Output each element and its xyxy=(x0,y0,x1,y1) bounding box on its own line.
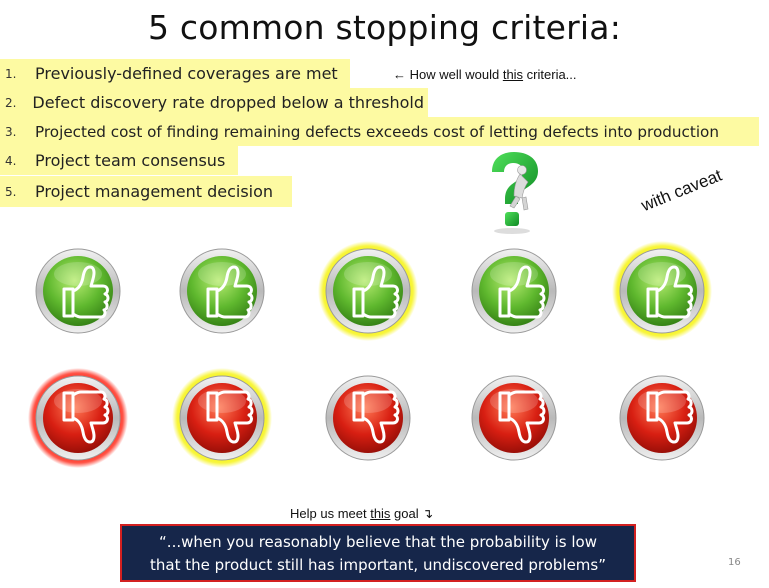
note-suffix: criteria... xyxy=(523,67,577,82)
thumbs-up-icon-5 xyxy=(612,241,712,341)
page-number: 16 xyxy=(728,557,741,568)
thumbs-down-icon-5 xyxy=(619,375,705,461)
note-emphasis: this xyxy=(502,67,524,82)
criterion-1: 1. Previously-defined coverages are met xyxy=(0,59,350,88)
quote-line-2: that the product still has important, un… xyxy=(149,556,607,574)
criterion-2: 2. Defect discovery rate dropped below a… xyxy=(0,88,428,117)
thumbs-down-icon-3 xyxy=(325,375,411,461)
criterion-5: 5. Project management decision xyxy=(0,176,292,207)
criterion-number: 1. xyxy=(5,66,17,81)
criterion-text: Project management decision xyxy=(35,182,274,201)
thumbs-up-icon-2 xyxy=(179,248,265,334)
question-mark-figure-icon xyxy=(492,152,538,234)
criterion-number: 4. xyxy=(5,153,17,168)
criterion-number: 2. xyxy=(5,95,17,110)
goal-suffix: goal ↴ xyxy=(390,506,434,521)
slide-title: 5 common stopping criteria: xyxy=(147,8,622,47)
criterion-text: Previously-defined coverages are met xyxy=(35,64,338,83)
goal-prefix: Help us meet xyxy=(290,506,371,521)
criterion-3: 3. Projected cost of finding remaining d… xyxy=(0,117,759,146)
thumbs-down-icon-2 xyxy=(172,368,272,468)
caveat-label: with caveat xyxy=(638,165,725,216)
thumbs-up-icon-1 xyxy=(35,248,121,334)
thumbs-down-icon-1 xyxy=(28,368,128,468)
criterion-4: 4. Project team consensus xyxy=(0,146,238,175)
thumbs-up-icon-4 xyxy=(471,248,557,334)
goal-caption: Help us meet this goal ↴ xyxy=(290,506,433,522)
quote-line-1: “...when you reasonably believe that the… xyxy=(159,533,597,551)
thumbs-up-icon-3 xyxy=(318,241,418,341)
note-prefix: ← How well would xyxy=(393,67,503,82)
thumbs-down-icon-4 xyxy=(471,375,557,461)
criterion-text: Projected cost of finding remaining defe… xyxy=(35,122,719,141)
criteria-note: ← How well would this criteria... xyxy=(393,67,577,82)
criterion-number: 5. xyxy=(5,184,17,199)
criterion-text: Project team consensus xyxy=(35,151,226,170)
criterion-text: Defect discovery rate dropped below a th… xyxy=(32,93,424,112)
goal-quote-box: “...when you reasonably believe that the… xyxy=(120,524,636,582)
goal-emphasis: this xyxy=(370,506,391,521)
criterion-number: 3. xyxy=(5,124,17,139)
